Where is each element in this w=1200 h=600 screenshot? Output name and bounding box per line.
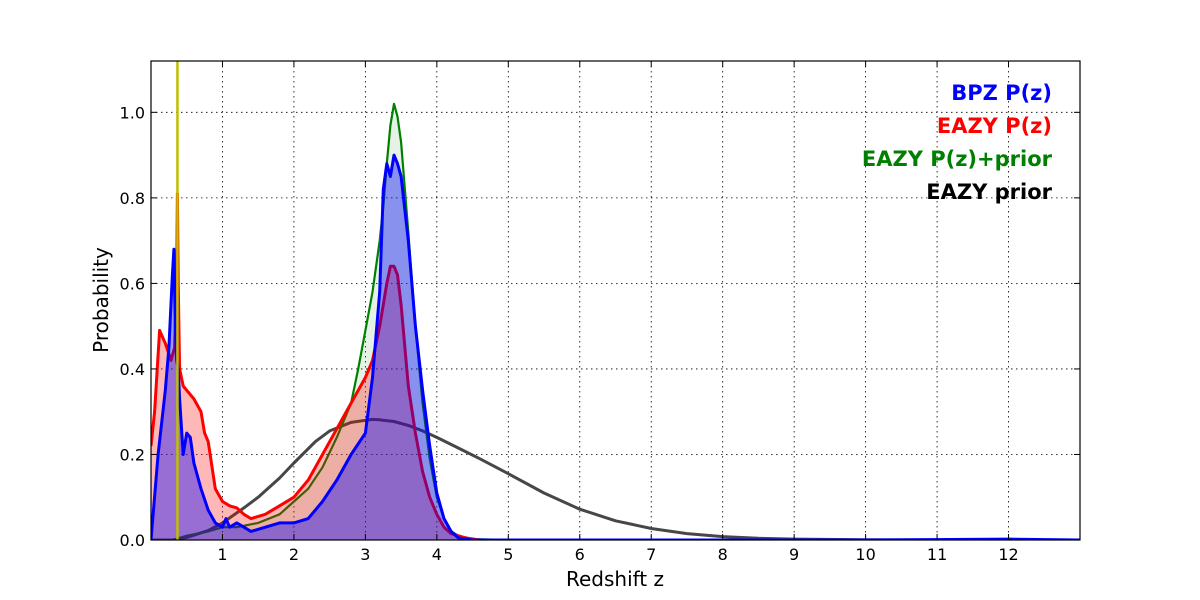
series-area-eazy-p-z: [151, 193, 1080, 540]
x-tick-label: 2: [289, 545, 299, 564]
x-tick-label: 6: [575, 545, 585, 564]
x-tick-label: 9: [789, 545, 799, 564]
x-tick-label: 4: [432, 545, 442, 564]
x-tick-label: 12: [998, 545, 1018, 564]
x-tick-label: 8: [718, 545, 728, 564]
y-tick-label: 0.8: [120, 189, 145, 208]
y-axis-title: Probability: [89, 247, 113, 353]
x-axis-title: Redshift z: [566, 567, 664, 591]
x-tick-label: 11: [927, 545, 947, 564]
x-tick-label: 10: [855, 545, 875, 564]
y-tick-label: 0.0: [120, 531, 145, 550]
y-tick-label: 0.2: [120, 445, 145, 464]
legend-entry: EAZY P(z)+prior: [862, 147, 1053, 171]
legend-entry: EAZY P(z): [937, 114, 1052, 138]
x-tick-label: 1: [217, 545, 227, 564]
legend: BPZ P(z) EAZY P(z) EAZY P(z)+prior EAZY pri…: [862, 81, 1053, 204]
x-tick-label: 7: [646, 545, 656, 564]
y-tick-label: 0.4: [120, 360, 145, 379]
y-tick-label: 1.0: [120, 103, 145, 122]
axis-ticks: 1 2 3 4 5 6 7 8 9 10 11 120.00.20.40.60.81.0: [120, 61, 1080, 564]
legend-entry: EAZY prior: [926, 180, 1052, 204]
x-tick-label: 3: [360, 545, 370, 564]
plot-background: [151, 61, 1080, 540]
x-tick-label: 5: [503, 545, 513, 564]
y-tick-label: 0.6: [120, 274, 145, 293]
series-line-bpz-p-z: [151, 153, 1080, 540]
plot-frame: [150, 60, 1081, 541]
legend-entry: BPZ P(z): [951, 81, 1052, 105]
series-area-bpz-p-z: [151, 155, 1080, 540]
